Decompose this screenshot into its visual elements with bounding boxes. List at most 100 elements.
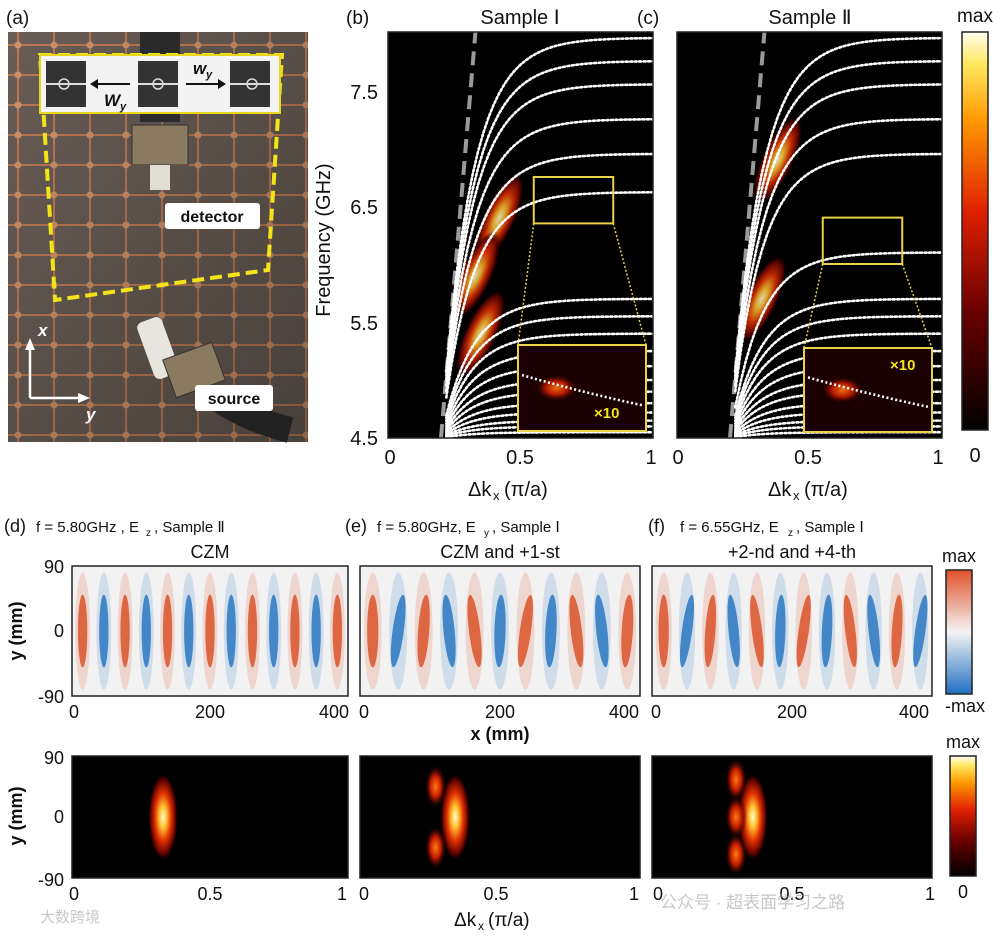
field-stripe: [290, 594, 300, 668]
field-halo: [795, 572, 812, 690]
svg-text:0: 0: [653, 884, 663, 904]
svg-text:0: 0: [54, 807, 64, 827]
field-stripe: [205, 594, 215, 668]
field-stripe: [99, 594, 109, 668]
field-halo: [287, 572, 303, 690]
field-stripe: [727, 594, 740, 668]
field-stripe: [658, 594, 669, 668]
band-line: [733, 59, 942, 378]
zoom-inset-band: [807, 376, 929, 409]
svg-text:200: 200: [777, 702, 807, 722]
field-halo: [440, 572, 458, 690]
field-halo: [96, 572, 112, 690]
field-stripe: [417, 594, 430, 668]
field-halo: [842, 572, 859, 690]
field-stripe: [467, 594, 482, 668]
field-stripe: [494, 594, 506, 668]
field-stripe: [184, 594, 194, 668]
band-line: [444, 83, 653, 382]
field-stripe: [162, 594, 173, 668]
band-line: [444, 332, 653, 423]
band-line: [444, 314, 653, 420]
field-halo: [888, 572, 906, 690]
field-halo: [818, 572, 836, 690]
svg-text:x: x: [793, 488, 800, 503]
momentum-spot: [737, 773, 768, 861]
svg-text:-max: -max: [945, 696, 985, 716]
svg-text:400: 400: [319, 702, 349, 722]
svg-text:-90: -90: [38, 870, 64, 890]
sample-outline: [37, 53, 285, 303]
watermark-right: 公众号 · 超表面学习之路: [660, 893, 845, 912]
field-halo: [181, 572, 197, 690]
field-stripe: [367, 594, 379, 668]
svg-text:0.5: 0.5: [779, 884, 804, 904]
band-line: [733, 36, 942, 374]
band-line: [733, 297, 942, 417]
svg-text:y (mm): y (mm): [6, 786, 26, 845]
field-stripe: [442, 594, 456, 668]
colorbar-field: max -max: [942, 546, 985, 716]
svg-text:0: 0: [958, 882, 968, 902]
colorbar-top: max 0: [957, 6, 993, 467]
watermark-left: 大数跨境: [40, 908, 100, 926]
field-stripe: [226, 594, 236, 668]
svg-text:1: 1: [629, 884, 639, 904]
svg-text:y: y: [85, 405, 97, 424]
svg-text:, Sample Ⅱ: , Sample Ⅱ: [154, 519, 225, 536]
field-halo: [75, 572, 91, 690]
svg-text:max: max: [946, 732, 980, 752]
svg-text:w: w: [193, 59, 208, 78]
field-stripe: [595, 594, 609, 668]
svg-text:90: 90: [44, 557, 64, 577]
band-lines-c: [728, 32, 942, 438]
svg-text:1: 1: [932, 447, 943, 469]
band-line: [444, 59, 653, 378]
field-halo: [655, 572, 672, 690]
field-halo: [678, 572, 696, 690]
field-stripe: [569, 594, 584, 668]
field-stripe: [913, 594, 928, 668]
field-halo: [363, 572, 382, 690]
svg-text:(f): (f): [648, 516, 665, 536]
svg-text:-90: -90: [38, 687, 64, 707]
field-halo: [865, 572, 882, 690]
svg-text:Δk: Δk: [768, 479, 792, 501]
band-line: [444, 152, 653, 393]
momentum-spot: [725, 795, 747, 839]
field-maps: [72, 566, 932, 696]
svg-text:x: x: [37, 321, 49, 340]
svg-text:(e): (e): [345, 516, 367, 536]
band-line: [733, 251, 942, 409]
svg-text:(π/a): (π/a): [804, 479, 848, 501]
svg-text:5.5: 5.5: [350, 313, 378, 335]
band-line: [444, 430, 653, 438]
field-halo: [772, 572, 789, 690]
svg-text:f = 5.80GHz, E: f = 5.80GHz, E: [377, 519, 476, 536]
panel-a-tag: (a): [6, 8, 29, 29]
svg-text:4.5: 4.5: [350, 428, 378, 450]
field-halo: [702, 572, 719, 690]
momentum-spot: [424, 825, 447, 870]
dk-axis-b: 0 0.5 1 Δk x (π/a): [384, 447, 656, 503]
field-halo: [725, 572, 742, 690]
colorbar-bottom: max 0: [946, 732, 980, 902]
field-halo: [912, 572, 929, 690]
svg-text:(π/a): (π/a): [504, 479, 548, 501]
band-line: [444, 117, 653, 387]
momentum-map: [651, 755, 933, 879]
svg-text:, Sample Ⅰ: , Sample Ⅰ: [492, 519, 560, 536]
panel-b-title: Sample Ⅰ: [480, 7, 559, 29]
band-lines-b: [439, 32, 653, 438]
svg-text:200: 200: [195, 702, 225, 722]
momentum-map: [71, 755, 349, 879]
field-stripe: [332, 594, 343, 668]
momentum-spot: [424, 764, 447, 809]
panel-b: (b) Sample Ⅰ: [346, 7, 654, 439]
svg-text:0: 0: [384, 447, 395, 469]
frequency-axis-label: Frequency (GHz): [313, 163, 335, 316]
field-stripe: [120, 594, 130, 668]
inset-label-c: ×10: [890, 357, 915, 374]
zoom-connector: [901, 263, 933, 349]
